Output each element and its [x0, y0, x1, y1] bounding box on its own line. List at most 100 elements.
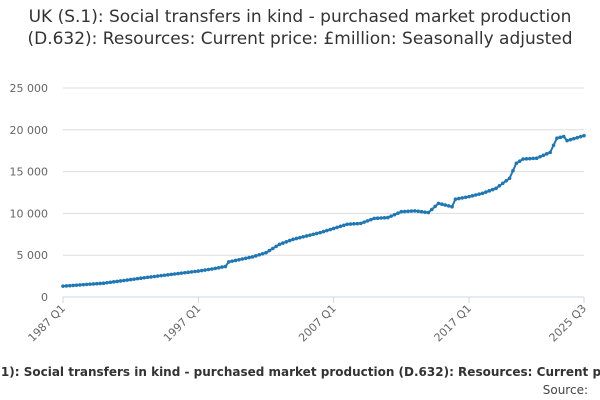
- data-point[interactable]: [531, 156, 536, 161]
- data-point[interactable]: [101, 281, 106, 286]
- data-point[interactable]: [355, 221, 360, 226]
- data-point[interactable]: [375, 216, 380, 221]
- data-point[interactable]: [301, 235, 306, 239]
- data-point[interactable]: [182, 270, 187, 275]
- data-point[interactable]: [561, 134, 566, 139]
- data-point[interactable]: [369, 217, 373, 222]
- data-point[interactable]: [413, 209, 417, 213]
- data-point[interactable]: [517, 159, 522, 163]
- data-point[interactable]: [254, 254, 258, 258]
- data-point[interactable]: [409, 209, 414, 213]
- data-point[interactable]: [541, 153, 546, 158]
- data-point[interactable]: [260, 251, 265, 256]
- data-point[interactable]: [91, 282, 96, 286]
- data-point[interactable]: [243, 256, 248, 261]
- data-point[interactable]: [84, 282, 89, 287]
- data-point[interactable]: [365, 219, 370, 223]
- data-point[interactable]: [321, 229, 326, 234]
- data-point[interactable]: [572, 136, 576, 141]
- data-point[interactable]: [220, 265, 224, 269]
- data-point[interactable]: [196, 269, 201, 273]
- data-point[interactable]: [402, 209, 407, 214]
- data-point[interactable]: [257, 252, 262, 257]
- data-point[interactable]: [457, 196, 461, 201]
- data-point[interactable]: [203, 268, 207, 272]
- data-point[interactable]: [122, 278, 126, 283]
- data-point[interactable]: [291, 237, 295, 242]
- data-point[interactable]: [247, 255, 251, 260]
- data-point[interactable]: [429, 207, 434, 212]
- data-point[interactable]: [331, 226, 336, 231]
- data-point[interactable]: [473, 193, 478, 197]
- data-point[interactable]: [240, 257, 245, 261]
- data-point[interactable]: [582, 133, 586, 138]
- data-point[interactable]: [446, 204, 451, 208]
- data-point[interactable]: [105, 280, 109, 285]
- data-point[interactable]: [385, 215, 390, 220]
- data-point[interactable]: [497, 184, 502, 188]
- data-point[interactable]: [440, 202, 444, 206]
- data-point[interactable]: [433, 204, 437, 209]
- data-point[interactable]: [81, 282, 86, 287]
- data-point[interactable]: [64, 284, 69, 288]
- data-point[interactable]: [298, 235, 302, 240]
- data-point[interactable]: [490, 187, 495, 192]
- data-point[interactable]: [250, 255, 255, 259]
- data-point[interactable]: [95, 281, 99, 286]
- data-point[interactable]: [152, 274, 157, 279]
- data-point[interactable]: [484, 190, 488, 194]
- data-point[interactable]: [311, 232, 316, 237]
- data-point[interactable]: [287, 238, 292, 243]
- data-point[interactable]: [511, 168, 515, 173]
- data-point[interactable]: [179, 271, 184, 275]
- data-point[interactable]: [78, 283, 82, 287]
- data-point[interactable]: [480, 191, 485, 196]
- data-point[interactable]: [213, 266, 218, 271]
- data-point[interactable]: [128, 277, 133, 282]
- data-point[interactable]: [149, 275, 153, 279]
- data-point[interactable]: [284, 240, 289, 244]
- data-point[interactable]: [544, 152, 549, 156]
- data-point[interactable]: [186, 270, 190, 275]
- data-point[interactable]: [223, 264, 228, 269]
- data-point[interactable]: [67, 283, 72, 288]
- data-point[interactable]: [314, 231, 319, 236]
- data-point[interactable]: [145, 275, 150, 280]
- data-point[interactable]: [345, 222, 349, 227]
- data-point[interactable]: [199, 268, 204, 273]
- data-point[interactable]: [115, 279, 119, 284]
- data-point[interactable]: [578, 134, 583, 139]
- data-point[interactable]: [352, 222, 356, 226]
- data-point[interactable]: [524, 157, 529, 161]
- data-point[interactable]: [389, 214, 393, 218]
- data-point[interactable]: [98, 281, 103, 286]
- data-point[interactable]: [501, 181, 505, 186]
- data-point[interactable]: [568, 137, 573, 142]
- data-point[interactable]: [118, 279, 123, 283]
- data-point[interactable]: [538, 154, 542, 159]
- data-point[interactable]: [74, 283, 79, 287]
- data-point[interactable]: [423, 210, 427, 214]
- data-point[interactable]: [189, 270, 194, 274]
- data-point[interactable]: [169, 272, 174, 277]
- data-point[interactable]: [392, 212, 397, 217]
- data-point[interactable]: [61, 284, 65, 288]
- data-point[interactable]: [132, 277, 136, 281]
- data-point[interactable]: [308, 233, 312, 237]
- data-point[interactable]: [426, 210, 431, 215]
- data-point[interactable]: [277, 242, 282, 247]
- data-point[interactable]: [575, 135, 580, 140]
- data-point[interactable]: [176, 271, 180, 276]
- data-point[interactable]: [477, 192, 481, 196]
- data-point[interactable]: [274, 244, 278, 249]
- data-point[interactable]: [264, 250, 268, 255]
- data-point[interactable]: [460, 196, 465, 200]
- data-point[interactable]: [318, 230, 322, 235]
- data-point[interactable]: [342, 223, 346, 228]
- data-point[interactable]: [406, 209, 410, 214]
- data-point[interactable]: [521, 157, 525, 161]
- data-point[interactable]: [237, 257, 241, 262]
- data-point[interactable]: [226, 260, 231, 264]
- data-point[interactable]: [399, 209, 404, 214]
- data-point[interactable]: [504, 179, 508, 183]
